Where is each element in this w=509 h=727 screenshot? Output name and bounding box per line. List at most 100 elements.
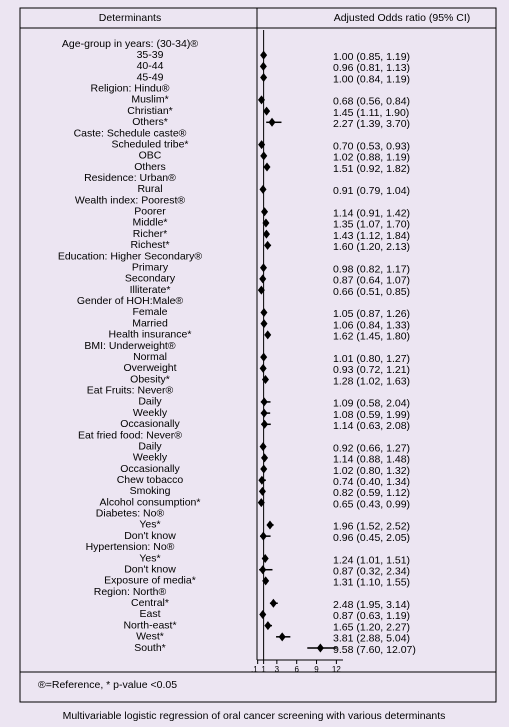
estimate <box>261 207 269 217</box>
estimate <box>262 229 270 239</box>
row-label: Yes* <box>139 519 160 531</box>
value-label: 1.05 (0.87, 1.26) <box>333 308 410 320</box>
group-header: Eat fried food: Never® <box>78 429 182 441</box>
estimate <box>260 397 268 407</box>
value-label: 1.01 (0.80, 1.27) <box>333 353 410 365</box>
row-label: Secondary <box>125 273 176 285</box>
value-label: 0.70 (0.53, 0.93) <box>333 140 410 152</box>
value-label: 1.31 (1.10, 1.55) <box>333 577 410 589</box>
estimate <box>260 50 268 60</box>
row-label: Others <box>134 161 166 173</box>
group-header: Wealth index: Poorest® <box>75 194 186 206</box>
value-label: 1.06 (0.84, 1.33) <box>333 319 410 331</box>
value-label: 1.43 (1.12, 1.84) <box>333 230 410 242</box>
estimate <box>268 117 276 127</box>
row-label: Don't know <box>124 530 176 542</box>
row-label: Others* <box>132 116 168 128</box>
value-label: 0.87 (0.63, 1.19) <box>333 610 410 622</box>
value-label: 0.66 (0.51, 0.85) <box>333 286 410 298</box>
estimate <box>261 554 269 564</box>
row-label: Poorer <box>134 206 166 218</box>
row-label: South* <box>134 642 166 654</box>
row-label: Daily <box>138 396 162 408</box>
row-label: Christian* <box>127 105 173 117</box>
estimate <box>260 464 268 474</box>
estimate <box>261 419 269 429</box>
row-label: Weekly <box>133 407 168 419</box>
value-label: 1.14 (0.63, 2.08) <box>333 420 410 432</box>
footnote: ®=Reference, * p-value <0.05 <box>38 679 177 691</box>
value-label: 0.92 (0.66, 1.27) <box>333 442 410 454</box>
group-header: Residence: Urban® <box>84 172 176 184</box>
value-label: 1.51 (0.92, 1.82) <box>333 163 410 175</box>
value-label: 1.65 (1.20, 2.27) <box>333 621 410 633</box>
value-label: 1.24 (1.01, 1.51) <box>333 554 410 566</box>
estimate <box>263 162 271 172</box>
x-tick-label: 9 <box>314 665 319 674</box>
value-label: 1.00 (0.84, 1.19) <box>333 73 410 85</box>
estimate <box>259 531 267 541</box>
row-label: OBC <box>139 150 162 162</box>
value-label: 1.45 (1.11, 1.90) <box>333 107 409 119</box>
estimate <box>260 73 268 83</box>
estimate <box>264 330 272 340</box>
value-label: 0.93 (0.72, 1.21) <box>333 364 410 376</box>
estimate <box>264 621 272 631</box>
value-label: 1.09 (0.58, 2.04) <box>333 398 410 410</box>
value-label: 1.62 (1.45, 1.80) <box>333 331 410 343</box>
value-label: 9.58 (7.60, 12.07) <box>333 644 416 656</box>
row-label: Primary <box>132 261 169 273</box>
estimate <box>260 352 268 362</box>
value-label: 0.74 (0.40, 1.34) <box>333 476 410 488</box>
estimate <box>258 486 266 496</box>
value-label: 1.96 (1.52, 2.52) <box>333 521 410 533</box>
row-label: Richer* <box>133 228 167 240</box>
value-label: 0.98 (0.82, 1.17) <box>333 263 410 275</box>
row-label: 40-44 <box>137 60 164 72</box>
row-label: Alcohol consumption* <box>100 496 201 508</box>
estimate <box>260 151 268 161</box>
row-label: 35-39 <box>137 49 164 61</box>
estimate <box>266 520 274 530</box>
row-label: Yes* <box>139 552 160 564</box>
estimate <box>259 184 267 194</box>
value-label: 3.81 (2.88, 5.04) <box>333 633 410 645</box>
column-header: Adjusted Odds ratio (95% CI) <box>334 12 471 24</box>
row-label: Overweight <box>123 362 176 374</box>
caption: Multivariable logistic regression of ora… <box>63 710 446 722</box>
estimate <box>257 95 265 105</box>
value-label: 1.35 (1.07, 1.70) <box>333 219 410 231</box>
value-label: 1.02 (0.80, 1.32) <box>333 465 410 477</box>
column-header: Determinants <box>99 12 161 24</box>
row-label: Female <box>132 306 167 318</box>
group-header: Education: Higher Secondary® <box>58 250 203 262</box>
row-label: Richest* <box>130 239 169 251</box>
value-label: 2.48 (1.95, 3.14) <box>333 599 410 611</box>
x-tick-label: 3 <box>275 665 280 674</box>
estimate <box>316 643 324 653</box>
row-label: Occasionally <box>120 418 180 430</box>
value-label: 1.28 (1.02, 1.63) <box>333 375 410 387</box>
estimate <box>259 263 267 273</box>
row-label: Married <box>132 317 168 329</box>
x-tick-label: 12 <box>332 665 341 674</box>
estimate <box>262 218 270 228</box>
group-header: Hypertension: No® <box>86 541 175 553</box>
estimate <box>269 598 277 608</box>
value-label: 0.87 (0.64, 1.07) <box>333 275 410 287</box>
row-label: Illiterate* <box>130 284 171 296</box>
value-label: 1.08 (0.59, 1.99) <box>333 409 410 421</box>
value-label: 0.96 (0.45, 2.05) <box>333 532 410 544</box>
row-label: West* <box>136 631 164 643</box>
value-label: 1.00 (0.85, 1.19) <box>333 51 410 63</box>
value-label: 0.65 (0.43, 0.99) <box>333 498 410 510</box>
group-header: Eat Fruits: Never® <box>87 385 174 397</box>
estimate <box>264 240 272 250</box>
row-label: Central* <box>131 597 169 609</box>
estimate <box>260 307 268 317</box>
row-label: Middle* <box>132 217 167 229</box>
row-label: Occasionally <box>120 463 180 475</box>
group-header: Caste: Schedule caste® <box>74 127 187 139</box>
estimate <box>258 140 266 150</box>
row-label: Exposure of media* <box>104 575 196 587</box>
